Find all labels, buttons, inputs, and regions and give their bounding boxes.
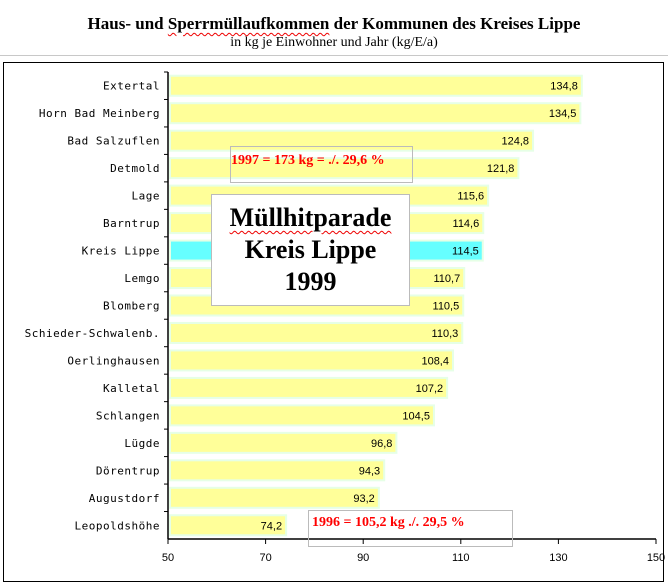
category-label: Augustdorf <box>89 492 160 505</box>
bar <box>169 321 464 344</box>
divider <box>0 55 668 56</box>
category-label: Barntrup <box>103 217 160 230</box>
category-label: Dörentrup <box>96 464 160 477</box>
note-1997: 1997 = 173 kg = ./. 29,6 % <box>230 146 413 183</box>
data-label: 104,5 <box>402 410 430 422</box>
data-label: 93,2 <box>353 493 374 505</box>
data-label: 94,3 <box>359 465 380 477</box>
chart-subtitle: in kg je Einwohner und Jahr (kg/E/a) <box>230 35 438 50</box>
category-label: Lemgo <box>124 272 160 285</box>
data-label: 108,4 <box>421 355 449 367</box>
title-part: der Kommunen des Kreises Lippe <box>329 14 581 33</box>
bar <box>169 74 583 97</box>
data-label: 114,5 <box>452 246 479 258</box>
bar <box>169 459 386 482</box>
bar <box>169 157 520 180</box>
category-label: Extertal <box>103 80 160 93</box>
category-label: Kalletal <box>103 382 160 395</box>
bar <box>169 404 435 427</box>
category-label: Detmold <box>110 162 160 175</box>
title-part: Haus- und <box>87 14 168 33</box>
chart-frame <box>3 62 664 582</box>
data-label: 134,5 <box>549 108 577 120</box>
x-tick-label: 150 <box>647 552 665 564</box>
category-label: Schlangen <box>96 409 160 422</box>
title-part-misspelled: Sperrmüllaufkommen <box>167 14 330 33</box>
data-label: 96,8 <box>371 438 392 450</box>
headline-line1: Müllhitparade <box>229 203 392 232</box>
category-label: Bad Salzuflen <box>67 135 160 148</box>
bar <box>169 431 398 454</box>
bar <box>169 376 449 399</box>
bar <box>169 102 582 125</box>
data-label: 110,3 <box>432 328 459 340</box>
data-label: 121,8 <box>487 163 515 175</box>
x-tick-label: 110 <box>452 552 470 564</box>
bar <box>169 486 380 509</box>
x-tick-label: 90 <box>357 552 369 564</box>
headline-box: Müllhitparade Kreis Lippe 1999 <box>211 194 410 306</box>
data-label: 110,5 <box>433 301 460 313</box>
data-label: 110,7 <box>433 273 460 285</box>
headline-line2: Kreis Lippe <box>244 235 377 264</box>
bar <box>169 514 288 537</box>
category-label: Lügde <box>124 437 160 450</box>
data-label: 134,8 <box>550 81 578 93</box>
note-1996: 1996 = 105,2 kg ./. 29,5 % <box>308 510 513 547</box>
category-label: Leopoldshöhe <box>75 519 160 532</box>
category-label: Blomberg <box>103 300 160 313</box>
data-label: 115,6 <box>457 191 484 203</box>
bar <box>169 349 454 372</box>
category-label: Schieder-Schwalenb. <box>25 327 160 340</box>
category-label: Oerlinghausen <box>67 354 160 367</box>
x-tick-label: 70 <box>259 552 271 564</box>
chart-title: Haus- und Sperrmüllaufkommen der Kommune… <box>0 14 668 34</box>
data-label: 124,8 <box>501 136 529 148</box>
bar <box>169 129 535 152</box>
x-tick-label: 50 <box>162 552 174 564</box>
headline-line3: 1999 <box>284 267 337 296</box>
category-label: Lage <box>132 190 161 203</box>
data-label: 74,2 <box>261 520 282 532</box>
x-tick-label: 130 <box>549 552 567 564</box>
data-label: 107,2 <box>416 383 444 395</box>
data-label: 114,6 <box>453 218 480 230</box>
category-label: Kreis Lippe <box>82 245 160 258</box>
category-label: Horn Bad Meinberg <box>39 107 160 120</box>
